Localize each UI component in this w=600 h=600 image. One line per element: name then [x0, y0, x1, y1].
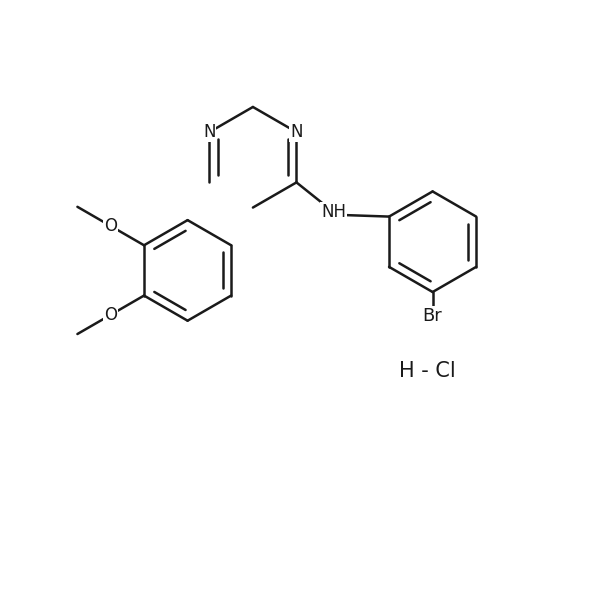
Text: H - Cl: H - Cl — [399, 361, 455, 381]
Text: NH: NH — [321, 203, 346, 221]
Text: N: N — [290, 123, 303, 141]
Text: N: N — [203, 123, 215, 141]
Text: O: O — [104, 217, 117, 235]
Text: O: O — [104, 306, 117, 324]
Text: Br: Br — [423, 307, 442, 325]
